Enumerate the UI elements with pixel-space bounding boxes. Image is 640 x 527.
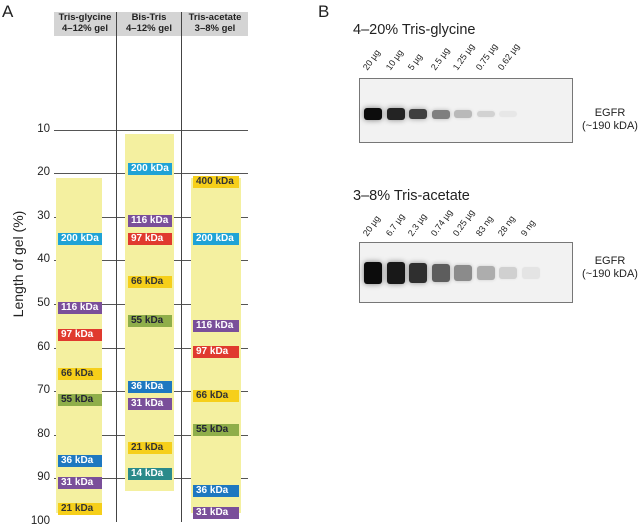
marker-band: 200 kDa: [193, 232, 239, 245]
marker-band: 66 kDa: [58, 367, 102, 380]
marker-band: 14 kDa: [128, 468, 172, 481]
gridline: [54, 129, 248, 131]
marker-band: 55 kDa: [128, 315, 172, 328]
marker-band: 31 kDa: [128, 398, 172, 411]
protein-size: (~190 kDA): [582, 120, 638, 132]
protein-name: EGFR: [594, 107, 626, 119]
protein-band: [431, 109, 450, 119]
marker-band: 21 kDa: [128, 441, 172, 454]
protein-band: [431, 263, 450, 283]
protein-band: [476, 265, 495, 281]
blot-title-tris-acetate: 3–8% Tris-acetate: [353, 188, 470, 204]
y-tick-label: 30: [37, 209, 50, 222]
column-header-line2: 4–12% gel: [126, 23, 172, 34]
protein-size: (~190 kDA): [582, 268, 638, 280]
protein-band: [409, 108, 427, 120]
marker-band: 116 kDa: [128, 215, 172, 228]
y-tick-label: 90: [37, 471, 50, 484]
protein-label: EGFR (~190 kDA): [580, 107, 640, 133]
protein-band: [499, 266, 517, 280]
marker-band: 36 kDa: [58, 454, 102, 467]
protein-band: [521, 267, 540, 279]
column-header-line2: 4–12% gel: [62, 23, 108, 34]
column-header-tris-acetate: Tris-acetate 3–8% gel: [182, 12, 248, 36]
protein-band: [386, 108, 405, 120]
protein-band: [476, 110, 495, 118]
marker-band: 36 kDa: [128, 380, 172, 393]
lane-label: 0.62 µg: [495, 41, 522, 72]
protein-band: [386, 262, 405, 284]
column-header-bis-tris: Bis-Tris 4–12% gel: [117, 12, 181, 36]
marker-band: 36 kDa: [193, 485, 239, 498]
gel-lane: [125, 133, 174, 492]
y-tick-label: 100: [30, 515, 50, 527]
marker-band: 116 kDa: [193, 319, 239, 332]
protein-name: EGFR: [594, 255, 626, 267]
protein-band: [364, 108, 382, 120]
protein-band: [499, 110, 517, 118]
lane-label: 20 µg: [360, 213, 383, 238]
marker-band: 400 kDa: [193, 175, 239, 188]
marker-band: 200 kDa: [128, 162, 172, 175]
marker-band: 116 kDa: [58, 302, 102, 315]
western-blot-tris-glycine: [359, 78, 573, 143]
column-divider: [116, 12, 117, 522]
lane-label: 2.5 µg: [428, 45, 451, 72]
lane-label: 9 ng: [518, 217, 537, 238]
protein-band: [454, 265, 472, 281]
lane-label: 20 µg: [360, 47, 383, 72]
y-tick-label: 70: [37, 384, 50, 397]
column-header-tris-glycine: Tris-glycine 4–12% gel: [54, 12, 116, 36]
marker-band: 21 kDa: [58, 502, 102, 515]
marker-band: 97 kDa: [128, 232, 172, 245]
lane-label: 2.3 µg: [405, 211, 429, 238]
marker-band: 200 kDa: [58, 232, 102, 245]
lane-label: 0.74 µg: [428, 207, 454, 238]
column-header-line1: Tris-acetate: [188, 12, 242, 23]
lane-label: 0.75 µg: [473, 41, 499, 72]
lane-label: 6.7 µg: [383, 211, 406, 238]
y-tick-label: 50: [37, 297, 50, 309]
marker-band: 55 kDa: [193, 424, 239, 437]
lane-label: 83 ng: [473, 213, 495, 238]
y-tick-label: 80: [37, 427, 50, 440]
y-tick-label: 20: [37, 166, 50, 179]
marker-band: 31 kDa: [193, 507, 239, 520]
y-tick-label: 60: [37, 340, 50, 353]
marker-band: 66 kDa: [193, 389, 239, 402]
protein-band: [364, 262, 382, 284]
lane-label: 28 ng: [495, 213, 517, 238]
marker-band: 31 kDa: [58, 476, 102, 489]
protein-label: EGFR (~190 kDA): [580, 255, 640, 281]
marker-band: 97 kDa: [58, 328, 102, 341]
panel-a-letter: A: [2, 2, 14, 21]
column-header-line1: Tris-glycine: [58, 12, 112, 23]
protein-band: [409, 262, 427, 284]
y-tick-label: 40: [37, 253, 50, 266]
marker-band: 66 kDa: [128, 276, 172, 289]
marker-band: 97 kDa: [193, 345, 239, 358]
lane-label: 0.25 µg: [450, 207, 477, 238]
lane-label: 5 µg: [405, 51, 425, 72]
lane-label: 10 µg: [383, 47, 405, 72]
western-blot-tris-acetate: [359, 242, 573, 303]
protein-band: [454, 110, 472, 118]
marker-band: 55 kDa: [58, 393, 102, 406]
column-header-line1: Bis-Tris: [131, 12, 167, 23]
blot-title-tris-glycine: 4–20% Tris-glycine: [353, 22, 476, 38]
y-tick-label: 10: [37, 122, 50, 135]
gel-migration-chart: Tris-glycine 4–12% gel Bis-Tris 4–12% ge…: [0, 0, 300, 527]
lane-label: 1.25 µg: [450, 41, 477, 72]
column-header-line2: 3–8% gel: [194, 23, 236, 34]
panel-b-letter: B: [318, 2, 330, 21]
column-divider: [181, 12, 182, 522]
